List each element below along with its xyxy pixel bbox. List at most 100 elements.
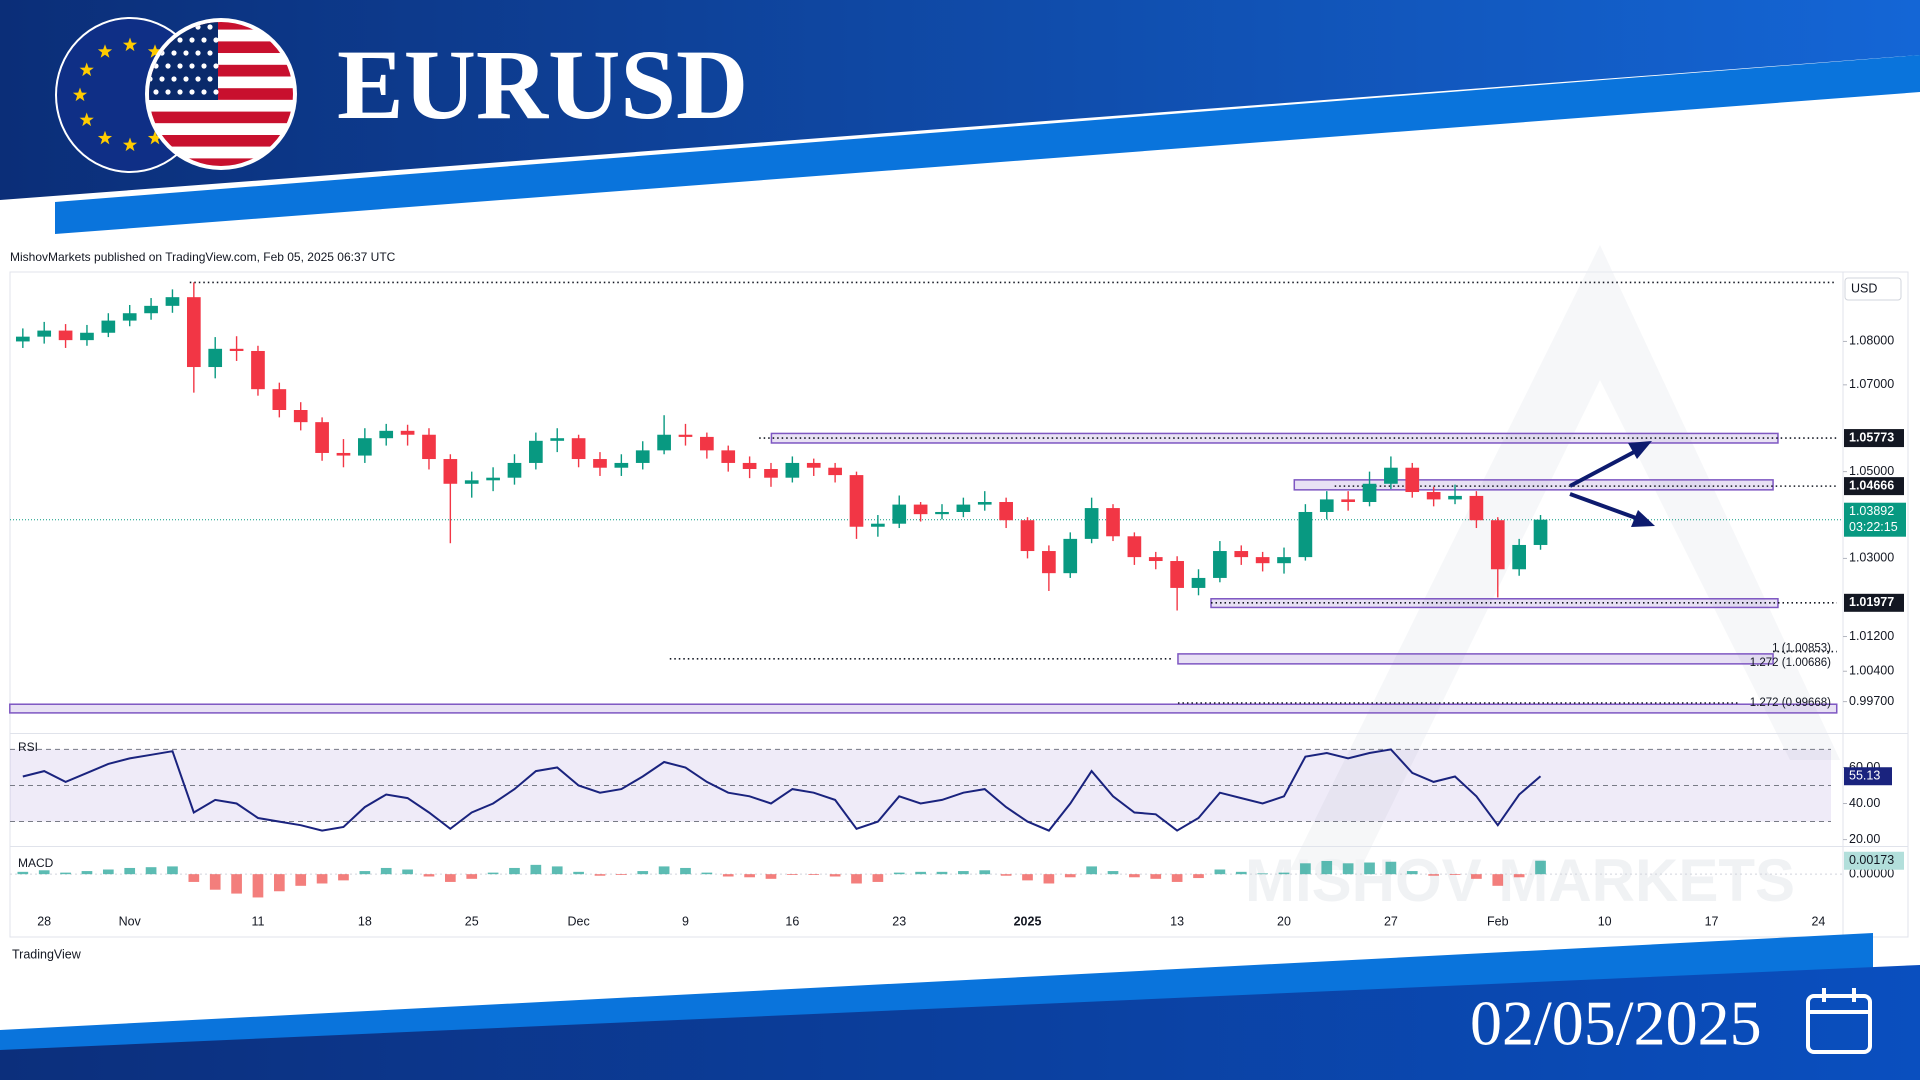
macd-bar	[594, 874, 606, 876]
x-tick-label: Dec	[567, 914, 589, 928]
candle-body	[1362, 483, 1377, 502]
candle-body	[293, 410, 308, 423]
candle-body	[379, 430, 394, 439]
eu-star	[72, 87, 88, 102]
macd-bar	[209, 874, 221, 890]
y-tick-label: 1.08000	[1849, 334, 1894, 348]
candle-body	[1298, 511, 1313, 558]
x-tick-label: 9	[682, 914, 689, 928]
macd-bar	[1300, 863, 1311, 875]
candle-body	[1084, 508, 1099, 539]
candle-body	[80, 332, 94, 341]
macd-bar	[1406, 871, 1418, 875]
us-stripe	[149, 135, 293, 147]
macd-bar	[60, 872, 71, 875]
candle-body	[1490, 520, 1505, 570]
y-tick-label: 1.05000	[1849, 464, 1894, 478]
macd-bar	[915, 871, 926, 875]
x-tick-label: 23	[892, 914, 906, 928]
price-label: 1.05773	[1849, 430, 1894, 444]
candle-body	[871, 523, 885, 527]
us-star	[213, 37, 219, 43]
x-tick-label: 25	[465, 914, 479, 928]
x-tick-label: 28	[37, 914, 51, 928]
us-star	[213, 63, 219, 69]
us-star	[207, 76, 213, 82]
macd-bar	[145, 867, 157, 875]
watermark-text: MISHOV MARKETS	[1245, 847, 1795, 914]
footer-band	[0, 965, 1920, 1080]
macd-bar	[1513, 874, 1525, 878]
candle-body	[1426, 492, 1441, 500]
us-star	[177, 63, 183, 69]
candle-body	[1042, 551, 1056, 574]
macd-bar	[658, 866, 670, 875]
x-tick-label: 18	[358, 914, 372, 928]
date-label: 02/05/2025	[1470, 988, 1762, 1059]
candle-body	[678, 434, 693, 437]
macd-bar	[1342, 863, 1354, 875]
eu-star	[122, 137, 138, 152]
candle-body	[58, 330, 73, 341]
macd-bar	[1086, 866, 1097, 875]
candle-body	[1234, 551, 1249, 558]
countdown-label: 03:22:15	[1849, 520, 1898, 534]
candle-body	[422, 434, 436, 460]
us-star	[201, 89, 207, 95]
eu-star	[147, 130, 163, 145]
macd-bar	[765, 874, 777, 879]
watermark-logo	[1290, 245, 1840, 870]
us-stripe	[149, 123, 293, 135]
arrow-up	[1569, 449, 1637, 488]
candle-body	[999, 502, 1013, 521]
macd-bar	[787, 874, 798, 875]
candle-body	[443, 459, 458, 484]
macd-bar	[1171, 874, 1183, 882]
rsi-tick-label: 40.00	[1849, 796, 1880, 810]
y-tick-label: 1.03000	[1849, 551, 1894, 565]
candle-body	[700, 436, 714, 451]
us-star	[177, 89, 183, 95]
macd-bar	[231, 874, 242, 894]
macd-value-box	[1844, 851, 1904, 870]
macd-bar	[530, 864, 542, 875]
macd-tick-label: 0.00000	[1849, 866, 1894, 880]
y-tick-label: 0.99700	[1849, 694, 1894, 708]
macd-bar	[295, 874, 307, 886]
candle-body	[1384, 467, 1398, 484]
macd-bar	[466, 874, 478, 879]
us-star	[201, 63, 207, 69]
arrow-down	[1569, 492, 1637, 520]
candle-body	[593, 459, 607, 468]
arrow-down-head	[1631, 510, 1655, 527]
candle-body	[550, 438, 565, 441]
macd-bar	[1235, 871, 1247, 875]
candle-body	[1127, 536, 1142, 558]
rsi-line	[22, 748, 1542, 832]
macd-bar	[17, 871, 29, 875]
price-label-box	[1844, 429, 1904, 448]
price-label-box	[1844, 477, 1904, 496]
candle-body	[1405, 467, 1420, 493]
candle-body	[849, 475, 864, 527]
macd-bar	[1107, 871, 1119, 875]
candle-body	[785, 462, 800, 478]
candle-body	[742, 462, 757, 470]
us-star	[207, 50, 213, 56]
us-stripe	[149, 64, 293, 77]
y-tick-label: 1.00400	[1849, 664, 1894, 678]
macd-bar	[744, 874, 755, 878]
rsi-value-label: 55.13	[1849, 769, 1880, 783]
candle-body	[1106, 508, 1120, 537]
zone	[9, 703, 1838, 714]
candle-body	[464, 480, 479, 484]
candle-body	[165, 297, 180, 306]
eu-star	[79, 112, 94, 127]
macd-bar	[1043, 874, 1055, 884]
rsi-title: RSI	[18, 740, 38, 754]
currency-label: USD	[1851, 281, 1877, 295]
eu-star	[79, 62, 94, 77]
publisher-note: MishovMarkets published on TradingView.c…	[10, 250, 396, 264]
candle-body	[806, 462, 821, 468]
